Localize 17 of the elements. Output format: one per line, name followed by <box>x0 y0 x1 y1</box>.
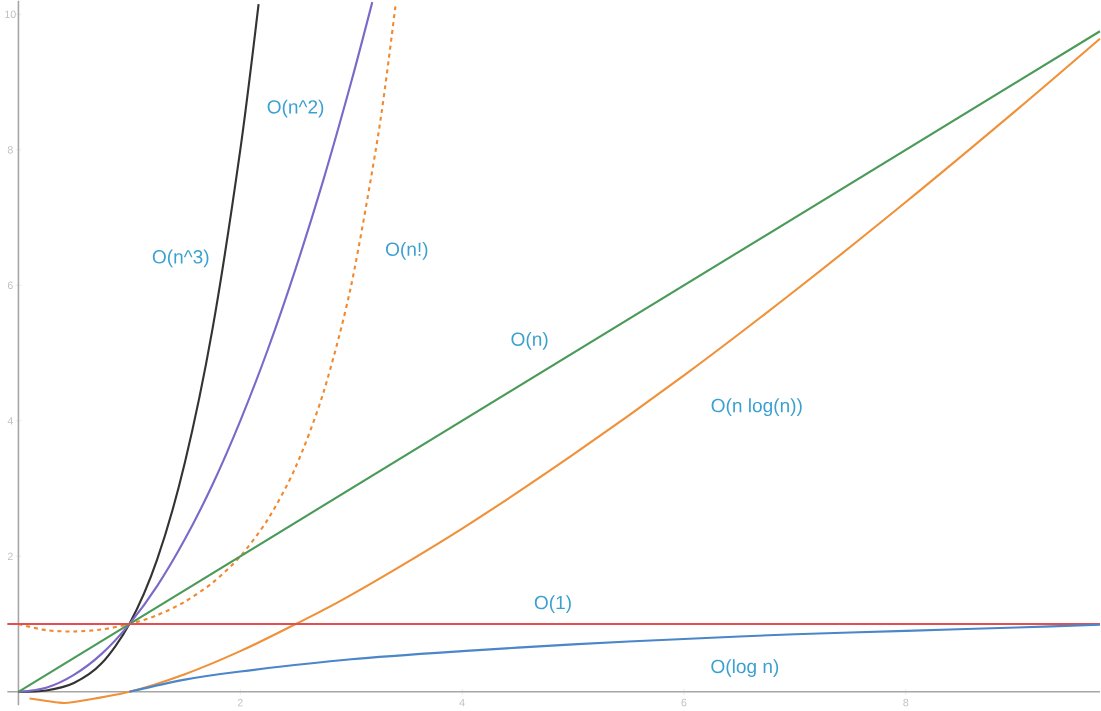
y-tick-label: 4 <box>7 417 13 425</box>
line-series <box>128 623 1101 693</box>
series-label: O(n) <box>511 332 548 350</box>
y-tick-label: 10 <box>5 10 16 19</box>
x-tick-label: 6 <box>681 698 687 707</box>
series-label: O(1) <box>534 595 571 614</box>
x-tick-label: 2 <box>237 699 243 707</box>
y-tick-label: 6 <box>7 281 13 290</box>
x-tick-label: 8 <box>903 698 909 707</box>
x-tick-label: 4 <box>459 699 465 707</box>
y-tick-label: 8 <box>7 146 13 154</box>
series-label: O(log n) <box>711 659 779 678</box>
series-label: O(n^3) <box>152 249 209 268</box>
series-label: O(n log(n)) <box>711 398 802 417</box>
series-label: O(n!) <box>386 242 428 260</box>
series-label: O(n^2) <box>267 99 324 118</box>
y-tick-label: 2 <box>7 552 13 561</box>
